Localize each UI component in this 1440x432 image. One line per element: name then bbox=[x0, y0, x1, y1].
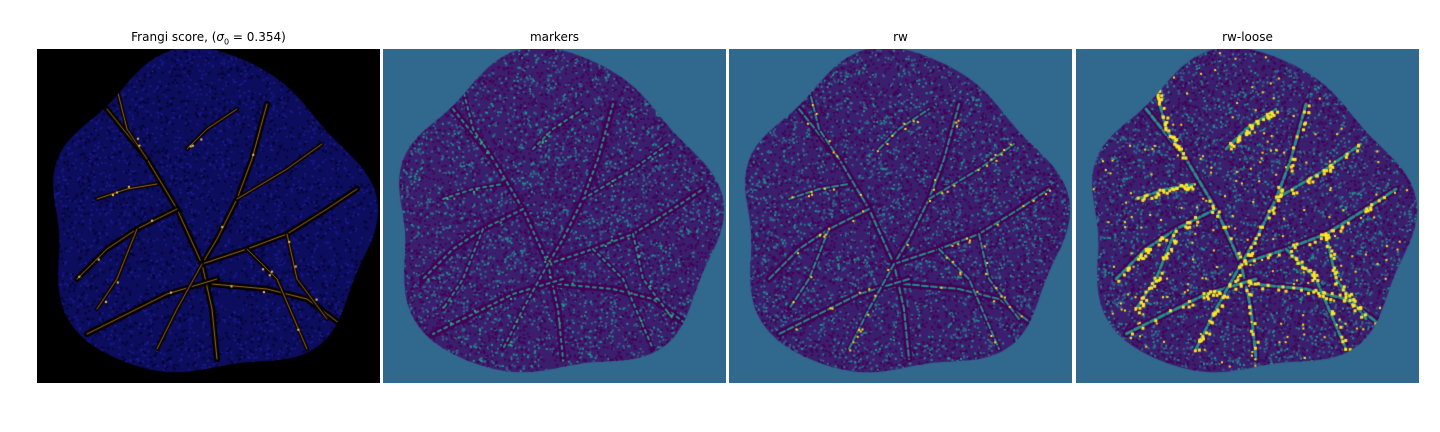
markers-image bbox=[383, 49, 726, 383]
frangi-panel-title: Frangi score, (σ0 = 0.354) bbox=[37, 30, 380, 46]
rw-loose-panel-title: rw-loose bbox=[1076, 30, 1419, 44]
frangi-title-sigma: σ bbox=[216, 30, 224, 44]
rw-loose-image bbox=[1076, 49, 1419, 383]
frangi-score-image bbox=[37, 49, 380, 383]
frangi-title-prefix: Frangi score, ( bbox=[131, 30, 216, 44]
markers-panel-title: markers bbox=[383, 30, 726, 44]
frangi-title-suffix: = 0.354) bbox=[229, 30, 286, 44]
rw-image bbox=[729, 49, 1072, 383]
rw-panel-title: rw bbox=[729, 30, 1072, 44]
